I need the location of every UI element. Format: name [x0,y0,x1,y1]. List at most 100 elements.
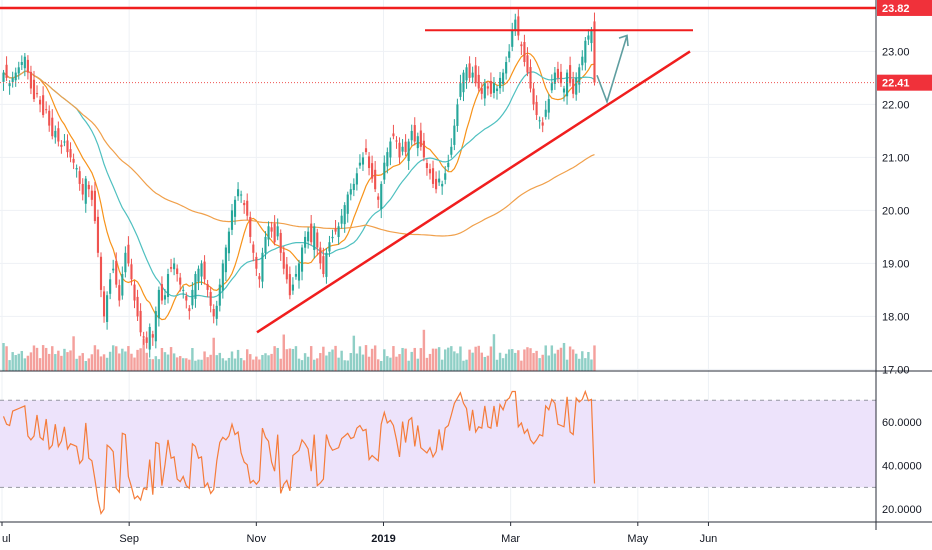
candle-body [60,144,63,147]
candle-body [51,117,54,137]
candle-body [78,171,81,184]
volume-bar [584,358,587,371]
candle-body [383,162,386,180]
candle-body [90,190,93,200]
candle-body [523,41,526,63]
volume-bar [547,355,551,371]
candle-body [279,232,282,253]
volume-bar [434,348,438,371]
candle-body [133,284,136,301]
candle-body [520,44,523,47]
volume-bar [514,352,517,371]
candle-body [413,125,416,142]
candle-body [93,190,96,222]
volume-bar [194,360,197,371]
candle-body [182,289,185,291]
volume-bar [370,348,374,371]
time-tick-label: Nov [247,533,267,545]
candle-body [419,130,422,147]
candle-body [173,263,176,270]
volume-bar [468,349,471,371]
rsi-tick-label: 40.0000 [882,461,922,473]
candle-body [447,162,450,168]
candle-body [215,305,218,319]
volume-bar [154,356,158,371]
volume-bar [459,346,462,371]
candle-body [273,223,276,243]
candle-body [575,77,578,95]
candle-body [145,337,148,343]
volume-bar [203,351,206,371]
candle-body [514,19,517,31]
volume-bar [178,356,182,371]
volume-bar [60,355,63,371]
candle-body [69,149,72,158]
volume-bar [425,357,429,371]
candle-body [508,51,511,58]
price-tick-label: 19.00 [882,258,910,270]
volume-bar [447,347,450,371]
candle-body [75,168,78,170]
resistance-price-label-bg [877,0,932,16]
volume-bar [404,348,407,371]
volume-bar [38,358,42,371]
candle-body [304,236,307,248]
candle-body [297,263,301,281]
candle-body [39,99,42,105]
volume-bar [11,352,14,371]
volume-bar [380,360,383,371]
volume-bar [145,352,148,371]
candle-body [471,72,474,78]
price-tick-label: 22.00 [882,99,910,111]
candle-body [218,284,221,306]
volume-bar [54,354,57,371]
volume-bar [361,354,365,371]
volume-bar [239,358,243,371]
volume-bar [258,359,261,371]
candle-body [261,252,264,282]
volume-bar [416,358,420,371]
rsi-tick-label: 60.0000 [882,417,922,429]
candle-body [72,158,75,163]
volume-bar [264,353,267,371]
volume-bar [568,346,572,371]
volume-bar [212,337,215,371]
volume-bar [23,358,27,371]
candle-body [532,88,535,105]
candle-body [57,128,60,142]
volume-bar [300,360,304,371]
candle-body [197,268,200,282]
candle-body [282,252,285,269]
candle-body [422,140,425,158]
candle-body [112,268,115,271]
candle-body [32,79,36,100]
candle-body [511,30,514,47]
volume-bar [316,358,319,371]
candle-body [477,74,480,89]
volume-bar [313,359,316,371]
volume-bar [84,360,87,371]
candle-body [276,226,279,237]
volume-bar [498,352,502,371]
candle-body [349,189,352,195]
moving-average-line [3,70,595,237]
candle-body [465,67,468,81]
volume-bar [166,354,170,371]
volume-bar [309,346,313,371]
candle-body [176,268,179,275]
drawing-tools[interactable] [0,6,876,334]
volume-bar [160,348,164,371]
candle-body [489,80,492,94]
volume-bar [303,353,307,371]
candle-body [267,226,270,240]
candle-body [550,83,553,91]
candle-body [81,183,84,195]
volume-bar [474,346,477,371]
time-tick-label: May [627,533,648,545]
volume-bar [267,355,270,371]
candle-body [367,156,371,169]
volume-bar [105,357,109,371]
volume-bar [395,356,398,371]
